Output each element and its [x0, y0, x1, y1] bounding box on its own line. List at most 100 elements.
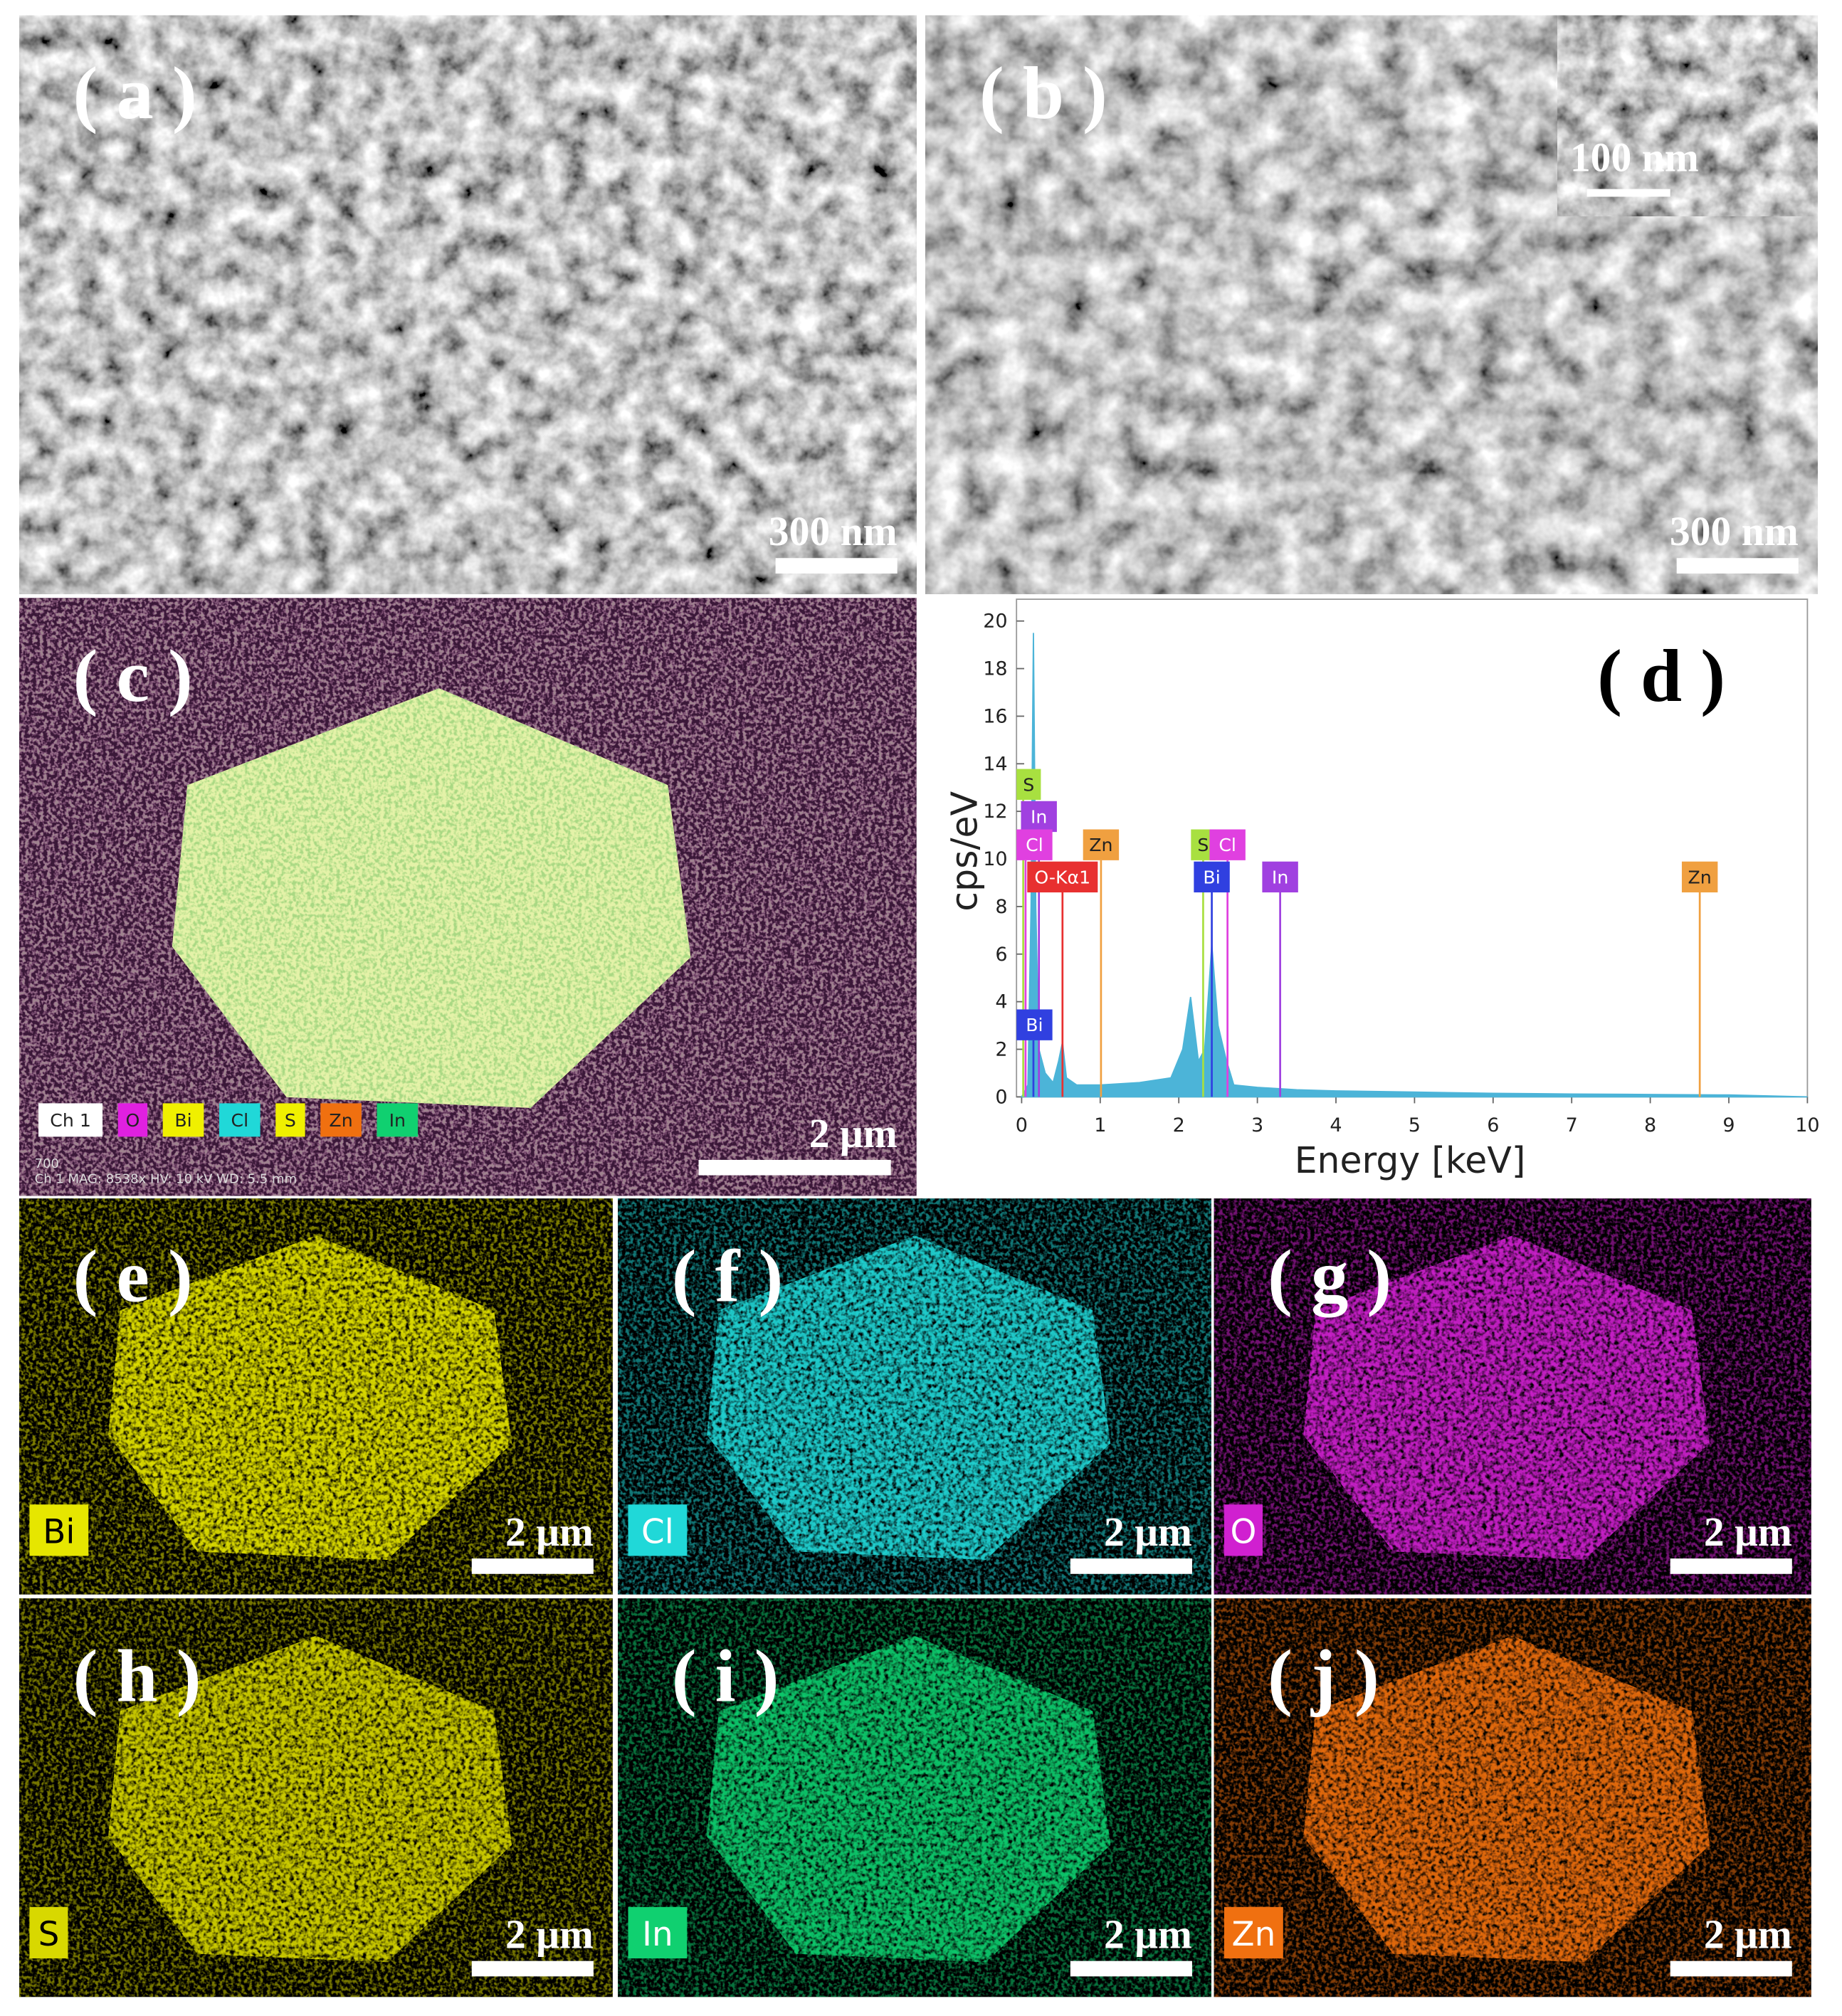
map-particle: [1303, 1635, 1710, 1963]
legend-swatch: [38, 1103, 103, 1137]
footer-text: 700: [35, 1156, 59, 1171]
legend-swatch: [275, 1103, 305, 1137]
scale-bar-label: 2 μm: [1104, 1510, 1192, 1555]
peak-label: Bi: [1203, 867, 1220, 887]
legend-swatch: [320, 1103, 362, 1137]
y-tick-label: 0: [995, 1086, 1007, 1108]
panel-label: ( d ): [1597, 635, 1725, 717]
peak-label-box: [1016, 829, 1053, 860]
element-tag: O: [1231, 1512, 1257, 1551]
element-tag-box: [1223, 1504, 1263, 1556]
legend-swatch: [219, 1103, 260, 1137]
peak-label-box: [1016, 769, 1041, 800]
scale-bar-label: 2 μm: [1704, 1913, 1792, 1958]
peak-label: In: [1272, 867, 1288, 887]
peak-label-box: [1681, 861, 1718, 893]
scale-bar: [1670, 1558, 1792, 1574]
peak-label-box: [1209, 829, 1246, 860]
peak-label-box: [1016, 1009, 1053, 1040]
inset-scale-bar-label: 100 nm: [1570, 135, 1699, 180]
map-particle: [707, 1635, 1111, 1963]
element-tag: In: [642, 1915, 673, 1954]
y-tick-label: 4: [995, 991, 1007, 1013]
panel-label: ( i ): [672, 1635, 779, 1718]
scale-bar: [698, 1159, 891, 1176]
peak-label-box: [1027, 861, 1098, 893]
scale-bar-label: 2 μm: [505, 1510, 594, 1555]
peak-label: Cl: [1026, 835, 1043, 855]
x-tick-label: 3: [1251, 1114, 1263, 1136]
figure-body: ( a ) 300 nm ( b ) 300 nm 100 nm ( c ) 2 μm Ch …: [19, 15, 1820, 1997]
x-tick-label: 4: [1330, 1114, 1342, 1136]
legend-label: Ch 1: [50, 1110, 91, 1131]
spectrum-area: [1020, 633, 1808, 1098]
panel-label: ( g ): [1268, 1235, 1391, 1318]
footer-text: Ch 1 MAG: 8538x HV: 10 kV WD: 5.5 mm: [35, 1171, 297, 1186]
element-tag: S: [38, 1915, 60, 1954]
x-tick-label: 0: [1016, 1114, 1028, 1136]
panel-label: ( c ): [73, 635, 193, 717]
legend-label: Cl: [231, 1110, 248, 1131]
peak-label-box: [1262, 861, 1298, 893]
scale-bar-label: 2 μm: [1104, 1913, 1192, 1958]
y-tick-label: 12: [983, 801, 1007, 823]
scale-bar: [775, 558, 898, 574]
scale-bar-label: 300 nm: [1670, 510, 1799, 554]
y-tick-label: 10: [983, 848, 1007, 870]
sem-image: [19, 15, 917, 594]
map-particle: [108, 1635, 512, 1963]
scale-bar-label: 2 μm: [1704, 1510, 1792, 1555]
scale-bar-label: 2 μm: [505, 1913, 594, 1958]
peak-label-box: [1083, 829, 1120, 860]
legend-swatch: [117, 1103, 148, 1137]
scale-bar: [471, 1960, 594, 1977]
element-tag-box: [1223, 1906, 1283, 1959]
element-tag-box: [628, 1906, 688, 1959]
y-tick-label: 8: [995, 896, 1007, 918]
element-tag-box: [628, 1504, 688, 1556]
panel-label: ( b ): [979, 52, 1107, 134]
panel-label: ( j ): [1268, 1635, 1379, 1718]
legend-swatch: [162, 1103, 204, 1137]
scale-bar: [1070, 1960, 1192, 1977]
map-specks: [19, 598, 917, 1196]
panel-label: ( h ): [73, 1635, 201, 1718]
legend-label: O: [125, 1110, 140, 1131]
y-tick-label: 2: [995, 1038, 1007, 1060]
map-particle: [1303, 1235, 1710, 1560]
x-tick-label: 8: [1644, 1114, 1656, 1136]
element-tag: Bi: [43, 1512, 75, 1551]
y-tick-label: 20: [983, 611, 1007, 633]
legend-label: In: [389, 1110, 406, 1131]
scale-bar: [1676, 558, 1799, 574]
scale-bar: [1070, 1558, 1192, 1574]
peak-label: S: [1023, 774, 1034, 795]
x-tick-label: 9: [1722, 1114, 1735, 1136]
peak-label: In: [1031, 806, 1047, 827]
peak-label: S: [1197, 835, 1209, 855]
x-tick-label: 5: [1409, 1114, 1421, 1136]
x-axis-label: Energy [keV]: [1295, 1139, 1526, 1181]
peak-label: Bi: [1026, 1015, 1043, 1035]
legend-label: S: [285, 1110, 296, 1131]
element-tag-box: [29, 1906, 68, 1959]
scale-bar-label: 300 nm: [769, 510, 898, 554]
y-tick-label: 18: [983, 658, 1007, 680]
peak-label-box: [1021, 801, 1057, 833]
inset-image: [1557, 15, 1818, 216]
legend-swatch: [377, 1103, 419, 1137]
peak-label: Zn: [1089, 835, 1112, 855]
peak-label-box: [1194, 861, 1230, 893]
y-tick-label: 14: [983, 753, 1007, 775]
y-tick-label: 6: [995, 944, 1007, 966]
inset-scale-bar: [1586, 189, 1670, 197]
x-tick-label: 6: [1487, 1114, 1499, 1136]
scale-bar: [471, 1558, 594, 1574]
panel-label: ( a ): [73, 52, 197, 134]
peak-label: Zn: [1688, 867, 1712, 887]
map-particle: [707, 1235, 1111, 1560]
element-tag: Zn: [1232, 1915, 1276, 1954]
x-tick-label: 1: [1094, 1114, 1106, 1136]
peak-label: Cl: [1219, 835, 1236, 855]
